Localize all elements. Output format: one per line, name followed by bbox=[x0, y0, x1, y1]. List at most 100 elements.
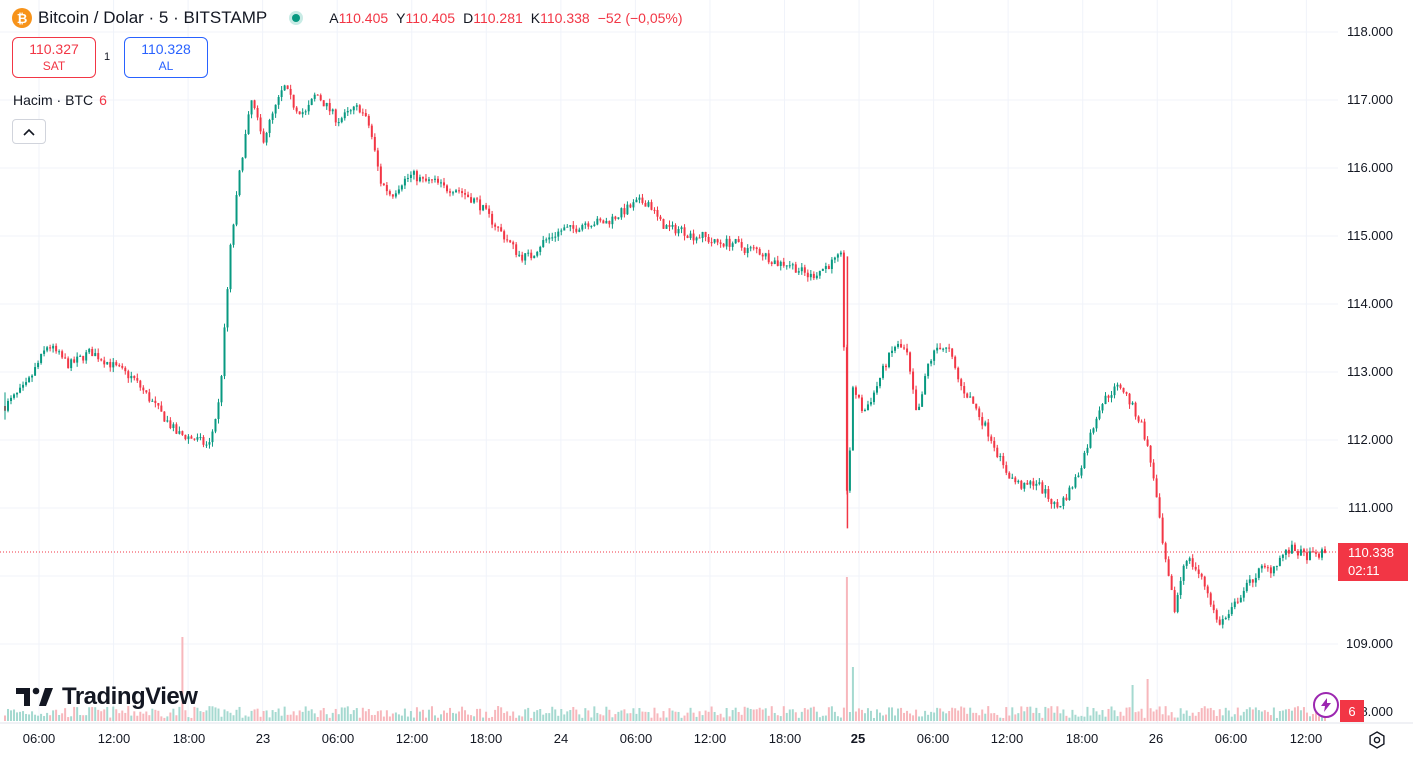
volume-bar bbox=[229, 712, 232, 721]
low-key: D bbox=[463, 10, 474, 26]
volume-bars bbox=[4, 577, 1326, 721]
volume-bar bbox=[569, 709, 572, 721]
candle-body bbox=[1134, 402, 1137, 417]
volume-bar bbox=[608, 709, 611, 721]
volume-bar bbox=[869, 710, 872, 721]
candle-body bbox=[569, 225, 572, 227]
volume-bar bbox=[803, 708, 806, 721]
volume-legend[interactable]: Hacim · BTC 6 bbox=[13, 92, 107, 108]
volume-bar bbox=[394, 712, 397, 721]
candle-body bbox=[554, 236, 557, 238]
candle-body bbox=[1038, 482, 1041, 484]
volume-bar bbox=[1089, 715, 1092, 721]
candle-body bbox=[1119, 384, 1122, 388]
candle-body bbox=[46, 347, 49, 351]
volume-bar bbox=[927, 714, 930, 721]
candle-body bbox=[927, 363, 930, 377]
sell-button[interactable]: 110.327 SAT bbox=[12, 37, 96, 78]
volume-bar bbox=[500, 707, 503, 721]
candle-body bbox=[638, 197, 641, 200]
volume-bar bbox=[503, 712, 506, 721]
candle-body bbox=[494, 224, 497, 227]
grid bbox=[0, 0, 1338, 723]
candle-body bbox=[599, 218, 602, 221]
candle-body bbox=[295, 107, 298, 112]
candle-body bbox=[100, 359, 103, 361]
candle-body bbox=[1083, 452, 1086, 469]
volume-bar bbox=[331, 712, 334, 721]
volume-bar bbox=[10, 710, 13, 721]
volume-bar bbox=[647, 712, 650, 721]
candle-body bbox=[1290, 544, 1293, 554]
volume-bar bbox=[1173, 717, 1176, 721]
candle-body bbox=[1062, 497, 1065, 506]
volume-bar bbox=[909, 713, 912, 721]
candle-body bbox=[274, 104, 277, 114]
candle-body bbox=[298, 111, 301, 115]
volume-bar bbox=[644, 711, 647, 721]
collapse-legend-button[interactable] bbox=[12, 119, 46, 144]
volume-bar bbox=[563, 714, 566, 721]
candle-body bbox=[220, 376, 223, 403]
tradingview-logo[interactable]: TradingView bbox=[16, 683, 198, 711]
volume-bar bbox=[175, 715, 178, 721]
volume-bar bbox=[743, 706, 746, 721]
volume-bar bbox=[930, 711, 933, 721]
candle-body bbox=[202, 437, 205, 445]
volume-bar bbox=[1146, 679, 1149, 721]
volume-bar bbox=[921, 716, 924, 721]
candle-body bbox=[184, 434, 187, 440]
volume-bar bbox=[993, 713, 996, 721]
volume-bar bbox=[1296, 706, 1299, 721]
volume-bar bbox=[1203, 706, 1206, 721]
candle-body bbox=[436, 178, 439, 183]
settings-icon[interactable] bbox=[1366, 729, 1388, 751]
buy-button[interactable]: 110.328 AL bbox=[124, 37, 208, 78]
candle-body bbox=[391, 194, 394, 197]
symbol-title[interactable]: Bitcoin / Dolar · 5 · BITSTAMP bbox=[38, 8, 268, 27]
volume-bar bbox=[130, 715, 133, 721]
candle-body bbox=[400, 185, 403, 190]
candle-body bbox=[602, 220, 605, 224]
volume-bar bbox=[617, 711, 620, 721]
volume-bar bbox=[337, 714, 340, 721]
volume-bar bbox=[482, 717, 485, 721]
candle-body bbox=[878, 377, 881, 387]
candle-body bbox=[211, 431, 214, 443]
volume-bar bbox=[55, 709, 58, 721]
candle-body bbox=[617, 217, 620, 219]
lightning-icon[interactable] bbox=[1313, 692, 1339, 718]
candle-body bbox=[1005, 465, 1008, 473]
volume-bar bbox=[827, 707, 830, 721]
volume-bar bbox=[355, 708, 358, 721]
volume-bar bbox=[1149, 708, 1152, 721]
time-tick: 06:00 bbox=[916, 731, 950, 746]
volume-bar bbox=[701, 715, 704, 721]
volume-bar bbox=[815, 711, 818, 721]
candle-body bbox=[632, 202, 635, 208]
volume-bar bbox=[857, 708, 860, 721]
volume-bar bbox=[885, 714, 888, 721]
volume-bar bbox=[1152, 711, 1155, 721]
volume-bar bbox=[1317, 716, 1320, 721]
candle-body bbox=[860, 397, 863, 412]
volume-bar bbox=[533, 711, 536, 721]
volume-bar bbox=[1014, 714, 1017, 721]
volume-bar bbox=[139, 711, 142, 721]
bar-countdown: 02:11 bbox=[1348, 563, 1380, 578]
volume-bar bbox=[205, 710, 208, 721]
candle-body bbox=[352, 106, 355, 111]
volume-bar bbox=[388, 716, 391, 721]
candle-body bbox=[891, 350, 894, 353]
candle-body bbox=[259, 117, 262, 132]
candle-body bbox=[1236, 601, 1239, 603]
volume-bar bbox=[64, 708, 67, 721]
candle-body bbox=[1140, 421, 1143, 423]
candle-body bbox=[193, 438, 196, 440]
candle-body bbox=[1044, 489, 1047, 494]
candle-body bbox=[987, 422, 990, 437]
price-tick: 114.000 bbox=[1346, 296, 1393, 311]
volume-bar bbox=[1032, 712, 1035, 721]
